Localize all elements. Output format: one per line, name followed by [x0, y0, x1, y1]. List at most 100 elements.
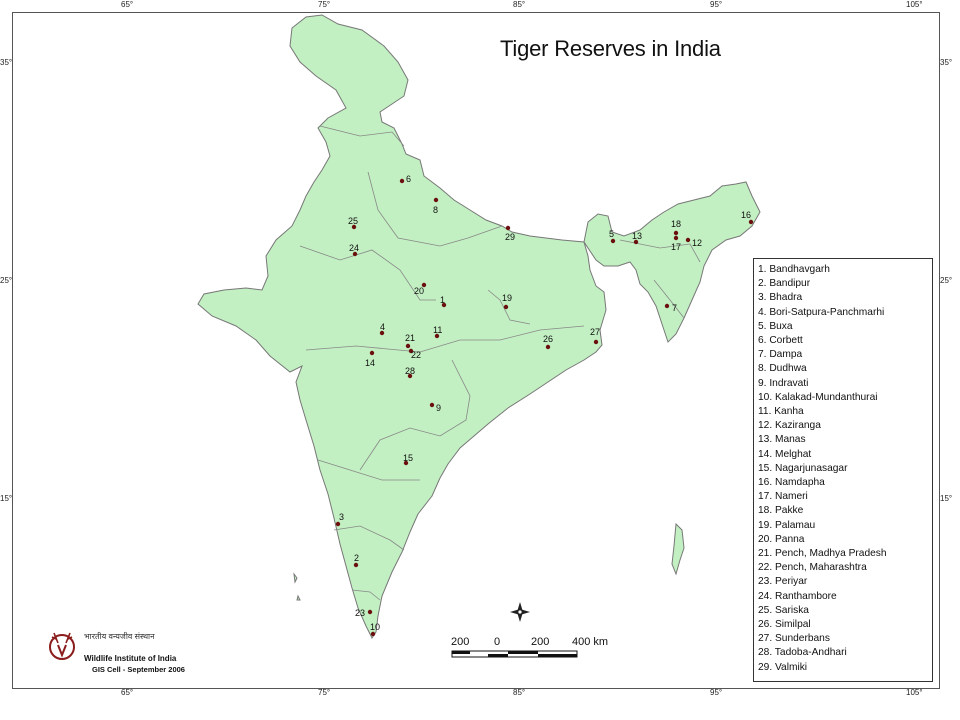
reserve-label-3: 3 [339, 512, 344, 522]
legend-item: 13. Manas [758, 434, 806, 446]
northeast-landmass [583, 181, 761, 343]
lon-tick-bottom: 85° [513, 688, 526, 697]
lakshadweep-islands [293, 572, 301, 601]
legend-item: 8. Dudhwa [758, 363, 807, 375]
lon-tick-bottom: 65° [121, 688, 134, 697]
reserve-dot-27 [593, 339, 599, 345]
legend-item: 22. Pench, Maharashtra [758, 562, 867, 574]
legend-item: 20. Panna [758, 533, 805, 545]
reserve-label-29: 29 [505, 232, 515, 242]
reserve-dot-29 [505, 225, 511, 231]
legend-item: 4. Bori-Satpura-Panchmarhi [758, 306, 885, 318]
legend-item: 5. Buxa [758, 320, 793, 332]
reserve-dot-1 [441, 302, 447, 308]
reserve-dot-15 [403, 460, 409, 466]
reserve-label-16: 16 [741, 210, 751, 220]
reserve-label-8: 8 [433, 205, 438, 215]
lon-tick-top: 105° [906, 0, 923, 9]
map-title: Tiger Reserves in India [500, 36, 721, 61]
scale-label: 0 [494, 636, 501, 648]
reserve-label-24: 24 [349, 243, 359, 253]
logo-credit: GIS Cell - September 2006 [92, 665, 185, 674]
legend-item: 26. Similpal [758, 619, 811, 631]
legend-item: 1. Bandhavgarh [758, 264, 830, 275]
reserve-dot-22 [408, 348, 414, 354]
legend-item: 23. Periyar [758, 576, 808, 588]
scale-label: 200 [531, 636, 550, 648]
lon-tick-bottom: 105° [906, 688, 923, 697]
legend-item: 9. Indravati [758, 377, 809, 389]
legend-item: 2. Bandipur [758, 278, 811, 290]
reserve-dot-25 [351, 224, 357, 230]
reserve-label-23: 23 [355, 608, 365, 618]
lat-tick-right: 25° [940, 276, 953, 285]
reserve-label-12: 12 [692, 238, 702, 248]
reserve-label-15: 15 [403, 453, 413, 463]
scale-label: 200 [451, 636, 470, 648]
reserve-dot-13 [633, 239, 639, 245]
lat-tick-right: 15° [940, 494, 953, 503]
reserve-dot-4 [379, 330, 385, 336]
legend-item: 21. Pench, Madhya Pradesh [758, 548, 887, 560]
reserve-label-28: 28 [405, 366, 415, 376]
legend-item: 25. Sariska [758, 604, 809, 616]
reserve-dot-16 [748, 219, 754, 225]
lon-tick-top: 75° [318, 0, 331, 9]
legend-item: 14. Melghat [758, 448, 812, 460]
reserve-label-6: 6 [406, 174, 411, 184]
reserve-dot-12 [685, 237, 691, 243]
reserve-dot-24 [352, 251, 358, 257]
lon-tick-bottom: 95° [710, 688, 723, 697]
reserve-dot-26 [545, 344, 551, 350]
reserve-label-2: 2 [354, 553, 359, 563]
reserve-label-25: 25 [348, 216, 358, 226]
reserve-label-4: 4 [380, 322, 385, 332]
reserve-dot-21 [405, 343, 411, 349]
reserve-dot-23 [367, 609, 373, 615]
reserve-dot-6 [399, 178, 405, 184]
india-landmass [197, 14, 607, 639]
reserve-markers: 1234567891011121314151617181920212223242… [335, 174, 754, 637]
reserve-label-20: 20 [414, 286, 424, 296]
reserve-label-19: 19 [502, 293, 512, 303]
legend: 1. Bandhavgarh 2. Bandipur 3. Bhadra 4. … [753, 258, 933, 682]
reserve-dot-14 [369, 350, 375, 356]
reserve-label-27: 27 [590, 327, 600, 337]
reserve-dot-8 [433, 197, 439, 203]
reserve-dot-11 [434, 333, 440, 339]
reserve-label-13: 13 [632, 231, 642, 241]
legend-item: 17. Nameri [758, 491, 808, 503]
logo-institute-name: Wildlife Institute of India [84, 654, 177, 663]
reserve-dot-3 [335, 521, 341, 527]
reserve-label-21: 21 [405, 333, 415, 343]
reserve-dot-28 [407, 373, 413, 379]
legend-item: 18. Pakke [758, 505, 804, 517]
reserve-dot-17 [673, 235, 679, 241]
legend-item: 19. Palamau [758, 519, 816, 531]
reserve-dot-10 [370, 631, 376, 637]
reserve-label-9: 9 [436, 403, 441, 413]
legend-item: 16. Namdapha [758, 477, 825, 489]
reserve-label-22: 22 [411, 350, 421, 360]
lon-tick-bottom: 75° [318, 688, 331, 697]
reserve-dot-7 [664, 303, 670, 309]
reserve-label-17: 17 [671, 242, 681, 252]
legend-item: 29. Valmiki [758, 661, 808, 673]
state-boundaries [299, 125, 701, 601]
legend-item: 11. Kanha [758, 406, 804, 418]
lat-tick-left: 15° [0, 494, 13, 503]
lon-tick-top: 65° [121, 0, 134, 9]
reserve-label-18: 18 [671, 219, 681, 229]
reserve-label-26: 26 [543, 334, 553, 344]
legend-item: 27. Sunderbans [758, 633, 830, 645]
reserve-dot-9 [429, 402, 435, 408]
legend-item: 10. Kalakad-Mundanthurai [758, 391, 878, 403]
reserve-label-14: 14 [365, 358, 375, 368]
andaman-islands [671, 522, 685, 576]
reserve-label-10: 10 [370, 622, 380, 632]
reserve-label-7: 7 [672, 303, 677, 313]
reserve-dot-18 [673, 230, 679, 236]
lat-tick-left: 35° [0, 58, 13, 67]
reserve-dot-2 [353, 562, 359, 568]
